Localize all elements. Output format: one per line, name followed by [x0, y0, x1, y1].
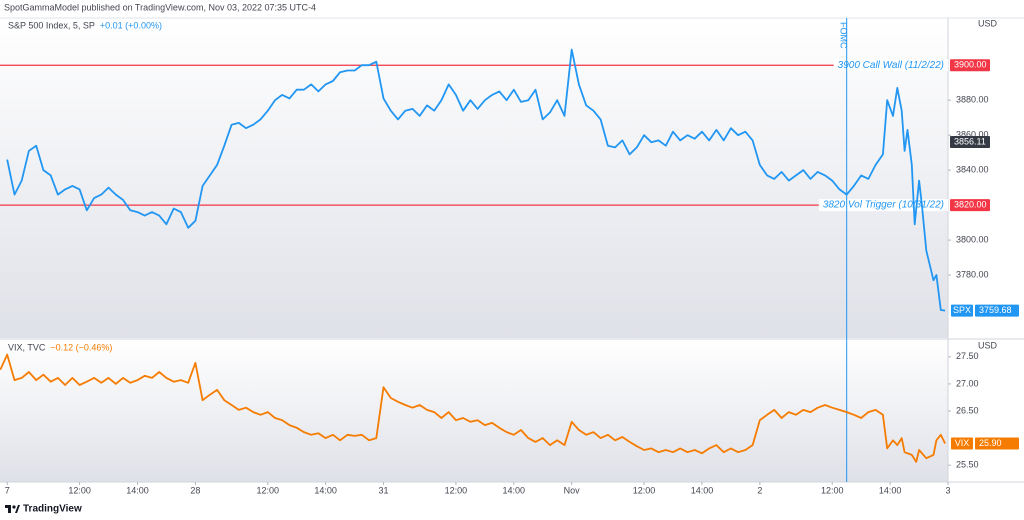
x-tick-label: 12:00	[633, 485, 656, 495]
legend-change: +0.01 (+0.00%)	[100, 20, 162, 30]
level-annotation: 3820 Vol Trigger (10/31/22)	[823, 200, 944, 211]
x-tick-label: 12:00	[445, 485, 468, 495]
pane-background	[0, 340, 948, 482]
x-tick-label: 14:00	[126, 485, 149, 495]
series-line	[6, 48, 946, 312]
last-value-box	[975, 437, 1019, 450]
x-tick-label: 12:00	[821, 485, 844, 495]
y-tick-label: 27.00	[956, 378, 979, 388]
x-tick-label: 14:00	[503, 485, 526, 495]
x-tick-label: 14:00	[691, 485, 714, 495]
series-line	[0, 353, 946, 463]
legend-change: −0.12 (−0.46%)	[50, 342, 112, 352]
level-price-box	[950, 199, 990, 212]
y-tick-label: 3880.00	[956, 95, 989, 105]
legend-title: S&P 500 Index, 5, SP	[8, 20, 95, 30]
axis-unit: USD	[978, 18, 998, 28]
y-tick-label: 3840.00	[956, 165, 989, 175]
level-price-label: 3900.00	[954, 60, 987, 70]
last-value-label: 3759.68	[979, 305, 1012, 315]
x-tick-label: 3	[945, 485, 950, 495]
x-tick-label: 12:00	[68, 485, 91, 495]
axis-unit: USD	[978, 340, 998, 350]
event-label: FOMC	[838, 22, 848, 49]
level-price-box	[950, 59, 990, 72]
y-tick-label: 3860.00	[956, 130, 989, 140]
annotation-background	[833, 59, 948, 72]
footer: TradingView	[23, 504, 82, 515]
series-tag: VIX	[955, 438, 970, 448]
x-tick-label: 28	[190, 485, 200, 495]
legend-title: VIX, TVC	[8, 342, 46, 352]
level-price-label: 3820.00	[954, 199, 987, 209]
pane-background	[0, 18, 948, 338]
series-tag: SPX	[953, 305, 971, 315]
x-tick-label: 12:00	[256, 485, 279, 495]
x-tick-label: 14:00	[314, 485, 337, 495]
series-tag-box	[951, 304, 973, 317]
y-tick-label: 27.50	[956, 351, 979, 361]
x-tick-label: 31	[379, 485, 389, 495]
x-tick-label: 2	[757, 485, 762, 495]
level-annotation: 3900 Call Wall (11/2/22)	[838, 60, 944, 71]
price-label-box	[950, 135, 990, 148]
y-tick-label: 3800.00	[956, 234, 989, 244]
y-tick-label: 26.50	[956, 405, 979, 415]
y-tick-label: 25.50	[956, 460, 979, 470]
price-label: 3856.11	[954, 136, 986, 146]
y-tick-label: 3780.00	[956, 269, 989, 279]
x-tick-label: 7	[5, 485, 10, 495]
x-tick-label: 14:00	[879, 485, 902, 495]
series-tag-box	[951, 437, 973, 450]
tradingview-logo	[5, 505, 20, 513]
last-value-label: 25.90	[979, 438, 1002, 448]
x-tick-label: Nov	[564, 485, 581, 495]
header: SpotGammaModel published on TradingView.…	[4, 2, 316, 12]
last-value-box	[975, 304, 1019, 317]
